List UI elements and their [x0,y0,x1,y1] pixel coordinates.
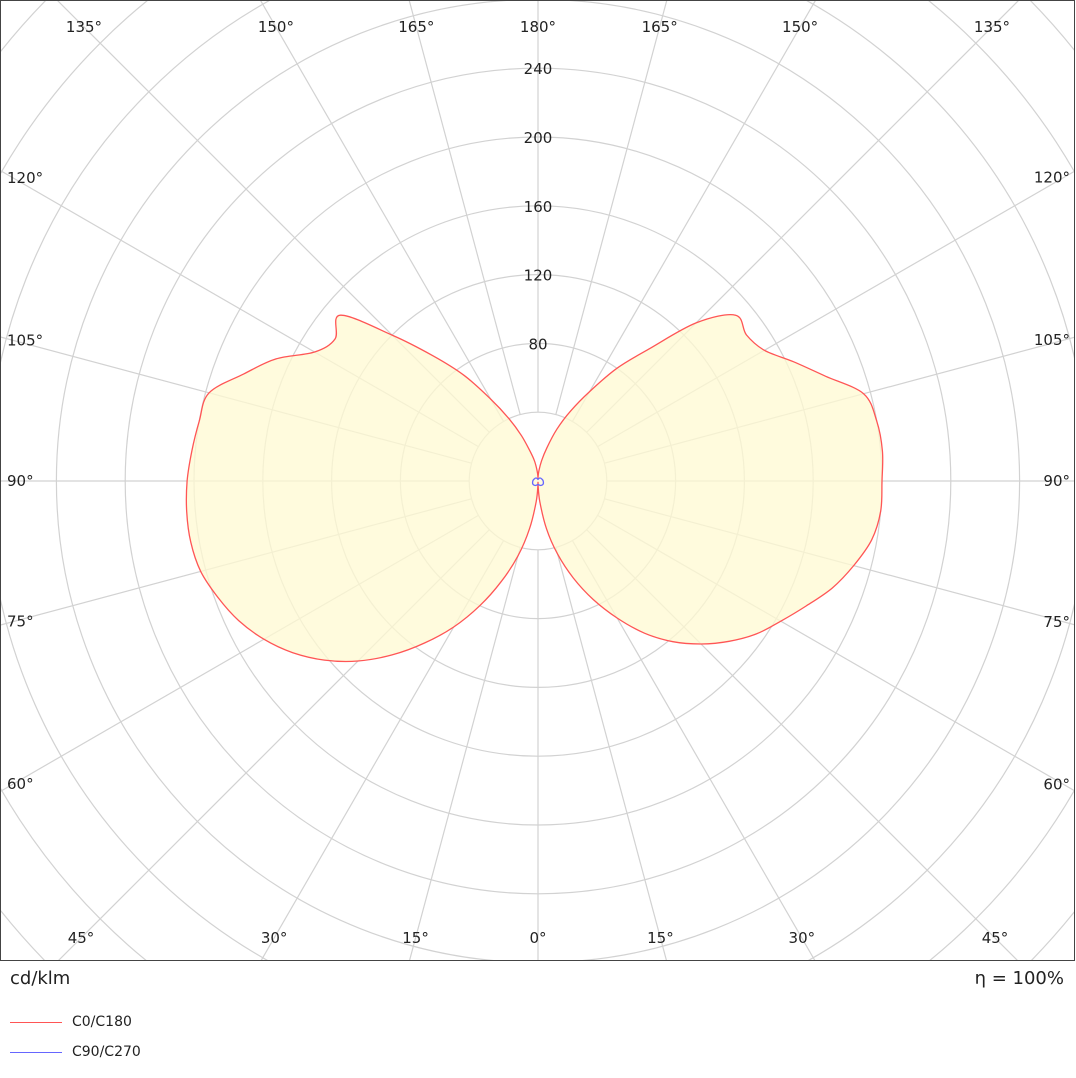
angle-label-r105: 105° [1034,331,1070,349]
grid-spoke [58,529,490,960]
legend-label-c0-c180: C0/C180 [72,1014,132,1030]
grid-spoke [555,1,668,415]
legend-label-c90-c270: C90/C270 [72,1044,141,1060]
grid-spoke [260,1,505,422]
grid-spoke [586,1,1019,433]
angle-label-r165: 165° [642,18,678,36]
legend-swatch-c0-c180 [10,1021,62,1023]
grid-spoke [57,1,490,433]
angle-label-r120: 120° [1034,168,1070,186]
angle-label-l30: 30° [261,929,288,947]
radial-tick-160: 160 [524,198,553,216]
series-c90-c270 [531,477,545,487]
angle-label-r30: 30° [789,929,816,947]
curves [185,314,884,663]
angle-label-l150: 150° [258,18,294,36]
grid-spoke [571,540,816,960]
angle-label-r90: 90° [1043,472,1070,490]
polar-chart: 80 120 160 200 240 0° 15° 15° 30° 30° 45° 45° 60° 60… [1,1,1074,960]
radial-tick-labels: 80 120 160 200 240 [524,60,553,353]
angle-label-r150: 150° [782,18,818,36]
angle-label-l105: 105° [7,331,43,349]
legend-swatch-c90-c270 [10,1051,62,1053]
grid-spoke [408,1,521,415]
angle-label-r15: 15° [647,929,674,947]
unit-label: cd/klm [10,968,71,989]
radial-tick-80: 80 [528,335,547,353]
angle-label-l15: 15° [402,929,429,947]
radial-tick-240: 240 [524,60,553,78]
angle-label-l0: 0° [529,929,546,947]
angle-label-r135: 135° [974,18,1010,36]
angle-label-l45: 45° [68,929,95,947]
legend-item-c0-c180: C0/C180 [10,1012,132,1032]
grid-spoke [586,529,1018,960]
grid-spoke [260,540,505,960]
grid-spoke [409,547,521,960]
grid-spoke [571,1,816,422]
legend-item-c90-c270: C90/C270 [10,1042,141,1062]
angle-label-l135: 135° [66,18,102,36]
angle-label-l90: 90° [7,472,34,490]
radial-tick-120: 120 [524,267,553,285]
polar-plot-frame: 80 120 160 200 240 0° 15° 15° 30° 30° 45° 45° 60° 60… [0,0,1075,961]
angle-label-l60: 60° [7,775,34,793]
angle-label-r75: 75° [1043,613,1070,631]
angle-label-r60: 60° [1043,776,1070,794]
efficiency-label: η = 100% [974,968,1064,989]
grid-spoke [555,547,667,960]
angle-label-l180: 180° [520,18,556,36]
angle-label-l165: 165° [398,18,434,36]
angle-label-l120: 120° [7,169,43,187]
radial-tick-200: 200 [524,129,553,147]
angle-label-r45: 45° [982,929,1009,947]
angle-label-l75: 75° [7,613,34,631]
series-c0-c180 [185,314,884,663]
angle-labels: 0° 15° 15° 30° 30° 45° 45° 60° 60° 75° 75° 90° 90° 10… [7,18,1070,947]
